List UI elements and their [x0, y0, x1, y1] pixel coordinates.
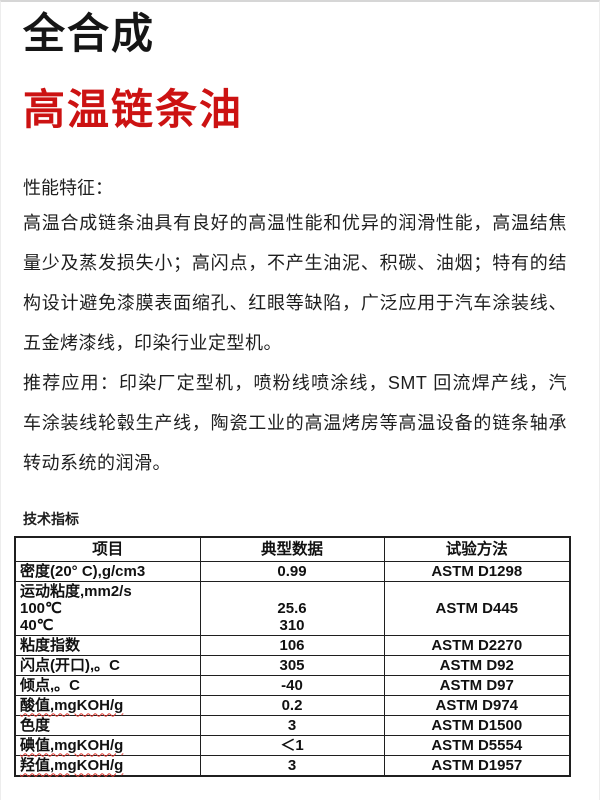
- spec-method-text: ASTM D1500: [431, 716, 523, 734]
- spec-item-text: 羟值,mgKOH/g: [20, 756, 124, 774]
- spec-table-wrap: 项目 典型数据 试验方法 密度(20° C),g/cm3 0.99 ASTM D12…: [1, 535, 599, 777]
- spec-item-text: 倾点,。C: [20, 676, 81, 694]
- spec-method-cell: ASTM D1298: [383, 560, 571, 582]
- spec-value-cell: 106: [199, 634, 385, 656]
- spec-item-text: 酸值,mgKOH/g: [20, 696, 124, 714]
- spec-value-cell: ＜1: [199, 734, 385, 756]
- spec-item-cell: 羟值,mgKOH/g: [14, 754, 201, 777]
- table-row: 粘度指数 106 ASTM D2270: [14, 634, 571, 656]
- spec-method-cell: ASTM D2270: [383, 634, 571, 656]
- spec-item-cell: 密度(20° C),g/cm3: [14, 560, 201, 582]
- spec-item-text: 碘值,mgKOH/g: [20, 736, 124, 754]
- spec-method-text: ASTM D92: [439, 656, 514, 674]
- spec-item-cell: 闪点(开口),。C: [14, 654, 201, 676]
- spec-item-cell: 碘值,mgKOH/g: [14, 734, 201, 756]
- spec-item-cell: 运动粘度,mm2/s 100℃ 40℃: [14, 580, 201, 636]
- spec-value-text: -40: [281, 676, 303, 694]
- spec-value-cell: 305: [199, 654, 385, 676]
- spec-method-cell: ASTM D92: [383, 654, 571, 676]
- spec-item-text: 粘度指数: [20, 636, 81, 654]
- spec-method-text: ASTM D97: [439, 676, 514, 694]
- spec-item-cell: 倾点,。C: [14, 674, 201, 696]
- col-header-method: 试验方法: [383, 536, 571, 562]
- spec-value-text: 305: [279, 656, 305, 674]
- spec-value-text: 0.2: [281, 696, 303, 714]
- spec-item-text: 闪点(开口),。C: [20, 656, 120, 674]
- spec-value-cell: -40: [199, 674, 385, 696]
- spec-method-text: ASTM D445: [435, 599, 519, 617]
- table-row: 色度 3 ASTM D1500: [14, 714, 571, 736]
- spec-value-cell: 25.6 310: [199, 580, 385, 636]
- spec-item-text: 运动粘度,mm2/s 100℃ 40℃: [20, 582, 132, 634]
- spec-method-text: ASTM D2270: [431, 636, 523, 654]
- col-header-value: 典型数据: [199, 536, 385, 562]
- table-row: 羟值,mgKOH/g 3 ASTM D1957: [14, 754, 571, 777]
- text-column: 全合成 高温链条油 性能特征： 高温合成链条油具有良好的高温性能和优异的润滑性能…: [1, 10, 599, 529]
- spec-value-cell: 0.2: [199, 694, 385, 716]
- col-header-item: 项目: [14, 536, 201, 562]
- spec-item-text: 密度(20° C),g/cm3: [20, 562, 146, 580]
- performance-heading: 性能特征：: [23, 177, 113, 198]
- spec-method-cell: ASTM D5554: [383, 734, 571, 756]
- spec-method-text: ASTM D1298: [431, 562, 523, 580]
- table-row: 闪点(开口),。C 305 ASTM D92: [14, 654, 571, 676]
- product-line-title: 全合成: [23, 10, 156, 57]
- spec-value-text: 3: [287, 756, 297, 774]
- table-row: 碘值,mgKOH/g ＜1 ASTM D5554: [14, 734, 571, 756]
- spec-value-cell: 3: [199, 754, 385, 777]
- table-row: 酸值,mgKOH/g 0.2 ASTM D974: [14, 694, 571, 716]
- spec-method-cell: ASTM D974: [383, 694, 571, 716]
- spec-table: 项目 典型数据 试验方法 密度(20° C),g/cm3 0.99 ASTM D12…: [14, 535, 571, 777]
- spec-value-text: 25.6 310: [277, 599, 307, 634]
- performance-paragraph: 高温合成链条油具有良好的高温性能和优异的润滑性能，高温结焦量少及蒸发损失小；高闪…: [23, 212, 567, 353]
- spec-value-cell: 3: [199, 714, 385, 736]
- applications-paragraph: 推荐应用：印染厂定型机，喷粉线喷涂线，SMT 回流焊产线，汽车涂装线轮毂生产线，…: [23, 372, 567, 473]
- spec-value-text: 106: [279, 636, 305, 654]
- spec-method-cell: ASTM D1500: [383, 714, 571, 736]
- table-row: 倾点,。C -40 ASTM D97: [14, 674, 571, 696]
- spec-value-text: 0.99: [277, 562, 307, 580]
- spec-table-caption: 技术指标: [23, 510, 79, 527]
- spec-method-cell: ASTM D1957: [383, 754, 571, 777]
- table-row: 运动粘度,mm2/s 100℃ 40℃ 25.6 310 ASTM D445: [14, 580, 571, 636]
- spec-value-cell: 0.99: [199, 560, 385, 582]
- spec-item-cell: 粘度指数: [14, 634, 201, 656]
- spec-method-cell: ASTM D97: [383, 674, 571, 696]
- spec-method-text: ASTM D1957: [431, 756, 523, 774]
- spec-method-text: ASTM D5554: [431, 736, 523, 754]
- spec-value-text: 3: [287, 716, 297, 734]
- spec-value-text: ＜1: [280, 736, 304, 754]
- table-header-row: 项目 典型数据 试验方法: [14, 536, 571, 562]
- spec-method-text: ASTM D974: [435, 696, 519, 714]
- table-row: 密度(20° C),g/cm3 0.99 ASTM D1298: [14, 560, 571, 582]
- spec-method-cell: ASTM D445: [383, 580, 571, 636]
- spec-item-cell: 酸值,mgKOH/g: [14, 694, 201, 716]
- spec-item-text: 色度: [20, 716, 51, 734]
- spec-item-cell: 色度: [14, 714, 201, 736]
- product-name-title: 高温链条油: [23, 86, 244, 134]
